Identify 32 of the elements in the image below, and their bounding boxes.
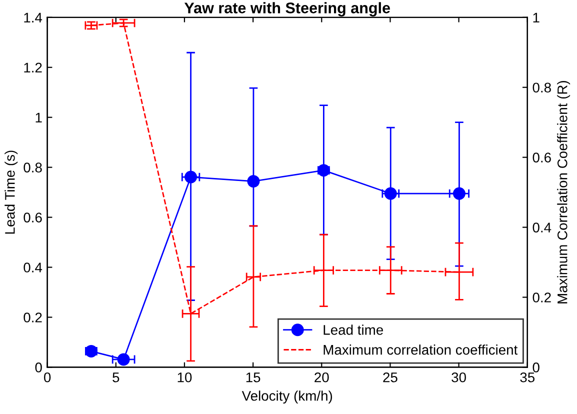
y2-tick-label: 0 xyxy=(532,362,540,372)
point xyxy=(384,187,397,200)
point xyxy=(117,353,130,366)
y-tick-label: 1.2 xyxy=(24,62,42,72)
y2-tick-label: 0.2 xyxy=(532,292,551,302)
legend-label: Maximum correlation coefficient xyxy=(324,344,518,355)
x-tick-label: 20 xyxy=(314,372,329,382)
legend-label: Lead time xyxy=(324,324,384,335)
y-axis-title: Lead Time (s) xyxy=(4,150,18,234)
x-tick-label: 10 xyxy=(178,372,192,382)
y-tick-label: 0.8 xyxy=(24,162,42,172)
y2-tick-label: 1 xyxy=(533,12,540,22)
y2-axis-title: Maximum Correlation Coefficient (R) xyxy=(557,80,570,304)
y2-tick-label: 0.8 xyxy=(532,82,551,93)
y-tick-label: 0.6 xyxy=(24,212,42,222)
x-tick-label: 15 xyxy=(246,372,260,382)
y-tick-label: 1.4 xyxy=(24,12,42,22)
x-tick-label: 0 xyxy=(44,372,51,382)
y2-tick-label: 0.4 xyxy=(532,222,552,232)
y-tick-label: 1 xyxy=(36,112,42,122)
chart-title: Yaw rate with Steering angle xyxy=(184,2,390,16)
y-tick-label: 0 xyxy=(35,362,42,372)
x-tick-label: 5 xyxy=(112,372,120,382)
y-tick-label: 0.4 xyxy=(24,262,42,272)
x-tick-label: 30 xyxy=(452,372,466,382)
y2-tick-label: 0.6 xyxy=(532,152,551,162)
x-axis-title: Velocity (km/h) xyxy=(242,390,332,404)
point xyxy=(184,170,198,184)
point xyxy=(452,187,466,200)
x-tick-label: 25 xyxy=(383,372,398,382)
y-tick-label: 0.2 xyxy=(24,312,42,322)
x-tick-label: 35 xyxy=(520,372,535,382)
